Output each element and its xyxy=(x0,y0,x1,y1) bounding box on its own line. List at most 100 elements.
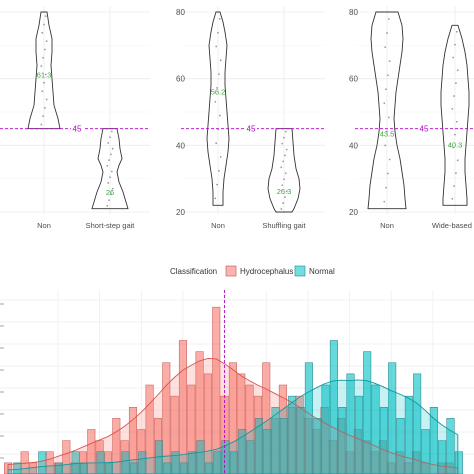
histogram-bar xyxy=(271,407,280,474)
data-point xyxy=(456,159,459,162)
reference-label-bg xyxy=(71,124,83,133)
histogram-bar xyxy=(13,462,22,474)
reference-label-bg xyxy=(418,124,430,133)
histogram-bar xyxy=(62,440,71,474)
data-point xyxy=(110,153,112,156)
mean-label: 40.3 xyxy=(448,140,463,149)
histogram-bar xyxy=(329,340,338,474)
histogram-bar xyxy=(321,384,330,474)
histogram-bar xyxy=(138,451,147,474)
x-tick-label: Non xyxy=(37,221,51,230)
data-point xyxy=(214,100,217,103)
data-point xyxy=(110,193,112,196)
histogram-bar xyxy=(379,407,388,474)
histogram-bar xyxy=(288,395,297,474)
x-tick-label: Non xyxy=(211,221,225,230)
histogram-bar xyxy=(38,451,47,474)
data-point xyxy=(106,164,109,167)
data-point xyxy=(217,31,219,34)
data-point xyxy=(387,172,389,175)
legend-label-hydrocephalus: Hydrocephalus xyxy=(240,267,293,276)
data-point xyxy=(384,144,387,147)
data-point xyxy=(218,169,220,172)
histogram-bar xyxy=(129,462,138,474)
histogram-bar xyxy=(363,351,372,474)
histogram-bar xyxy=(213,451,222,474)
histogram-bar xyxy=(188,451,197,474)
data-point xyxy=(109,136,111,139)
data-point xyxy=(284,196,286,199)
data-point xyxy=(385,88,387,91)
histogram-bar xyxy=(438,440,447,474)
legend-swatch-normal xyxy=(294,265,306,277)
density-curve-hydrocephalus xyxy=(7,357,459,474)
data-point xyxy=(282,202,284,204)
histogram-bar xyxy=(396,418,405,474)
histogram-bar xyxy=(238,429,247,474)
data-point xyxy=(453,95,455,97)
data-point xyxy=(44,15,47,18)
data-point xyxy=(219,59,222,62)
data-point xyxy=(44,106,46,109)
histogram-bar xyxy=(128,407,137,474)
violin-non xyxy=(206,11,230,206)
histogram-bar xyxy=(145,384,154,474)
histogram-bar xyxy=(170,395,179,474)
histogram-bar xyxy=(221,440,230,474)
data-point xyxy=(43,23,45,26)
data-point xyxy=(283,178,285,181)
legend-label-normal: Normal xyxy=(309,267,335,276)
histogram-bar xyxy=(354,395,363,474)
data-point xyxy=(111,187,114,190)
data-point xyxy=(41,90,44,93)
violin-non xyxy=(367,11,407,210)
histogram-bar xyxy=(212,306,221,474)
histogram-bar xyxy=(413,373,422,474)
data-point xyxy=(107,182,110,184)
reference-label: 45 xyxy=(73,125,82,134)
violin-gait xyxy=(91,128,129,210)
y-tick-label: 40 xyxy=(349,141,358,150)
histogram-bar xyxy=(296,407,305,474)
data-point xyxy=(111,147,114,150)
data-point xyxy=(281,184,284,187)
data-point xyxy=(107,142,110,144)
data-point xyxy=(42,56,44,59)
data-point xyxy=(451,108,454,110)
y-tick-label: 80 xyxy=(349,8,358,17)
data-point xyxy=(108,159,110,161)
histogram-bar xyxy=(163,462,172,474)
data-point xyxy=(387,116,390,119)
data-point xyxy=(386,32,388,34)
histogram-bar xyxy=(454,451,463,474)
legend-title: Classification xyxy=(170,267,217,276)
histogram-bar xyxy=(263,429,272,474)
data-point xyxy=(456,69,459,72)
histogram-bar xyxy=(112,418,121,474)
data-point xyxy=(110,130,113,133)
data-point xyxy=(384,46,387,49)
data-point xyxy=(106,204,109,207)
data-point xyxy=(284,172,287,175)
data-point xyxy=(454,43,456,46)
histogram-bar xyxy=(71,451,80,474)
mean-label: 61.3 xyxy=(37,70,52,79)
mean-label: 26.3 xyxy=(277,187,292,196)
violin-gait xyxy=(267,128,301,213)
data-point xyxy=(283,136,285,139)
data-point xyxy=(285,148,288,151)
histogram-bar xyxy=(171,451,180,474)
data-point xyxy=(387,18,390,20)
y-tick-label: 80 xyxy=(176,8,185,17)
data-point xyxy=(215,142,218,145)
y-tick-label: 60 xyxy=(176,75,185,84)
data-point xyxy=(109,176,111,179)
data-point xyxy=(216,183,219,186)
x-tick-label: Shuffling gait xyxy=(262,221,306,230)
histogram-bar xyxy=(196,440,205,474)
data-point xyxy=(452,56,455,59)
data-point xyxy=(455,82,457,85)
x-tick-label: Short-step gait xyxy=(86,221,136,230)
data-point xyxy=(282,160,284,163)
y-tick-label: 40 xyxy=(176,141,185,150)
